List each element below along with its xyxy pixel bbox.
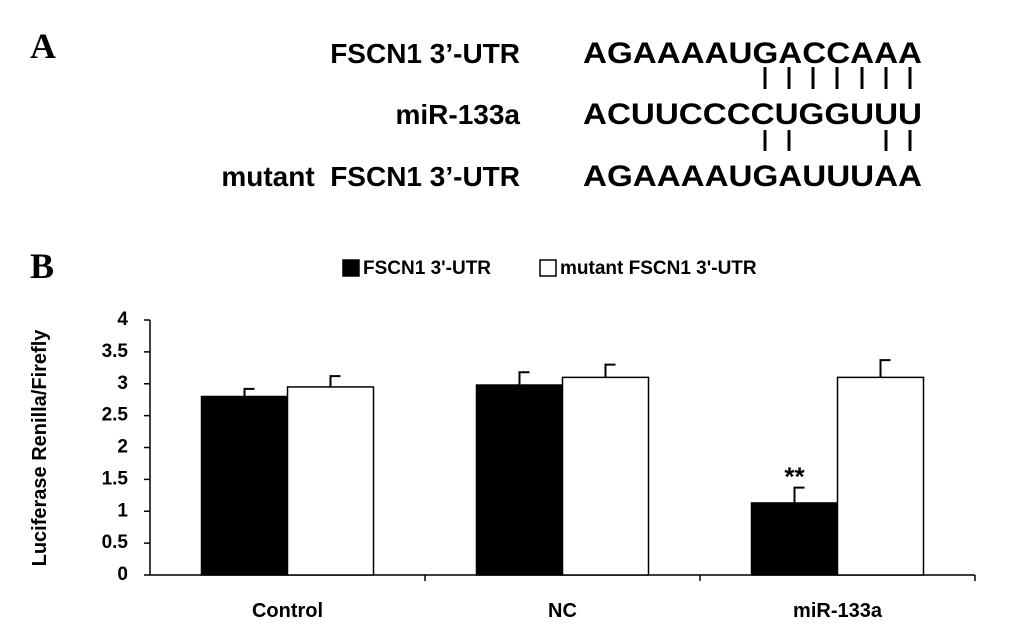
sequence: ACUUCCCCUGGUUU [583,98,922,131]
y-tick-label: 1.5 [102,468,129,489]
x-tick-label: Control [252,600,323,622]
error-bar [243,387,255,397]
sequence: AGAAAAUGAUUUAA [583,160,922,193]
y-tick-label: 0 [117,564,128,585]
bar [286,386,375,576]
error-bar [604,363,616,378]
x-tick-label: miR-133a [793,600,883,622]
legend-label: mutant FSCN1 3'-UTR [560,258,757,279]
y-tick-label: 0.5 [102,532,129,553]
bar [750,502,839,576]
bar [475,384,564,576]
panel-letter: B [30,246,54,286]
y-tick-label: 3 [117,373,128,394]
row-label: miR-133a [395,99,520,130]
y-tick-label: 1 [117,500,128,521]
significance: ** [784,462,805,492]
bar [561,376,650,576]
sequence: AGAAAAUGACCAAA [583,37,922,70]
panel-letter: A [30,26,56,66]
legend-swatch [539,259,557,277]
pairing-bars [763,67,912,151]
y-tick-label: 2.5 [102,405,129,426]
x-tick-label: NC [548,600,577,622]
legend-swatch [342,259,360,277]
bar [200,395,289,576]
error-bar [793,486,805,503]
error-bar [329,375,341,387]
y-tick-label: 3.5 [102,341,129,362]
row-label: mutant FSCN1 3’-UTR [221,161,520,192]
error-bar [879,359,891,378]
y-tick-label: 4 [117,309,128,330]
error-bar [518,371,530,386]
y-tick-label: 2 [117,437,128,458]
legend-label: FSCN1 3'-UTR [363,258,491,279]
y-axis-label: Luciferase Renilla/Firefly [29,329,51,567]
bar [836,376,925,576]
row-label: FSCN1 3’-UTR [330,38,520,69]
